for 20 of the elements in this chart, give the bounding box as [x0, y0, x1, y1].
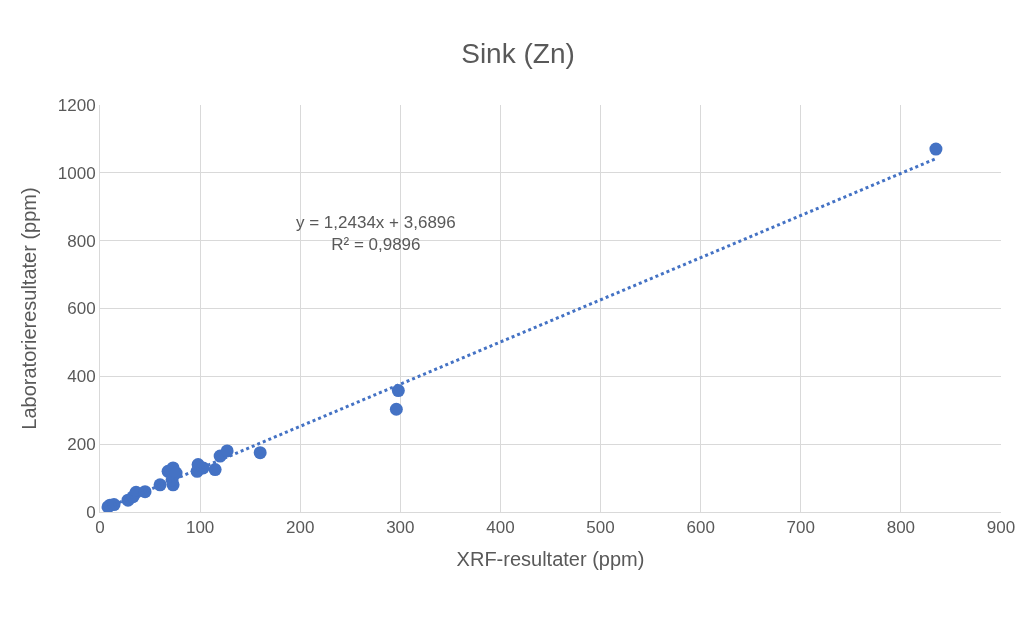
y-tick-label: 1200: [57, 95, 96, 115]
x-tick-label: 500: [586, 518, 615, 538]
y-tick-label: 400: [67, 367, 96, 387]
y-tick-label: 1000: [57, 163, 96, 183]
x-tick-label: 700: [786, 518, 815, 538]
annotation: y = 1,2434x + 3,6896 R² = 0,9896: [296, 213, 456, 255]
y-tick-label: 200: [67, 435, 96, 455]
x-axis-title: XRF-resultater (ppm): [456, 547, 645, 570]
x-tick-label: 800: [886, 518, 916, 538]
x-tick-label: 400: [486, 518, 515, 538]
chart-title: Sink (Zn): [461, 37, 575, 69]
x-tick-label: 100: [185, 518, 215, 538]
y-tick-label: 800: [67, 231, 96, 251]
y-tick-label: 600: [67, 299, 96, 319]
y-tick-label: 0: [86, 502, 96, 522]
y-axis-title: Laboratorieresultater (ppm): [18, 187, 41, 430]
x-tick-label: 300: [386, 518, 415, 538]
x-tick-label: 600: [686, 518, 715, 538]
x-tick-label: 900: [986, 518, 1016, 538]
x-tick-label: 200: [286, 518, 315, 538]
